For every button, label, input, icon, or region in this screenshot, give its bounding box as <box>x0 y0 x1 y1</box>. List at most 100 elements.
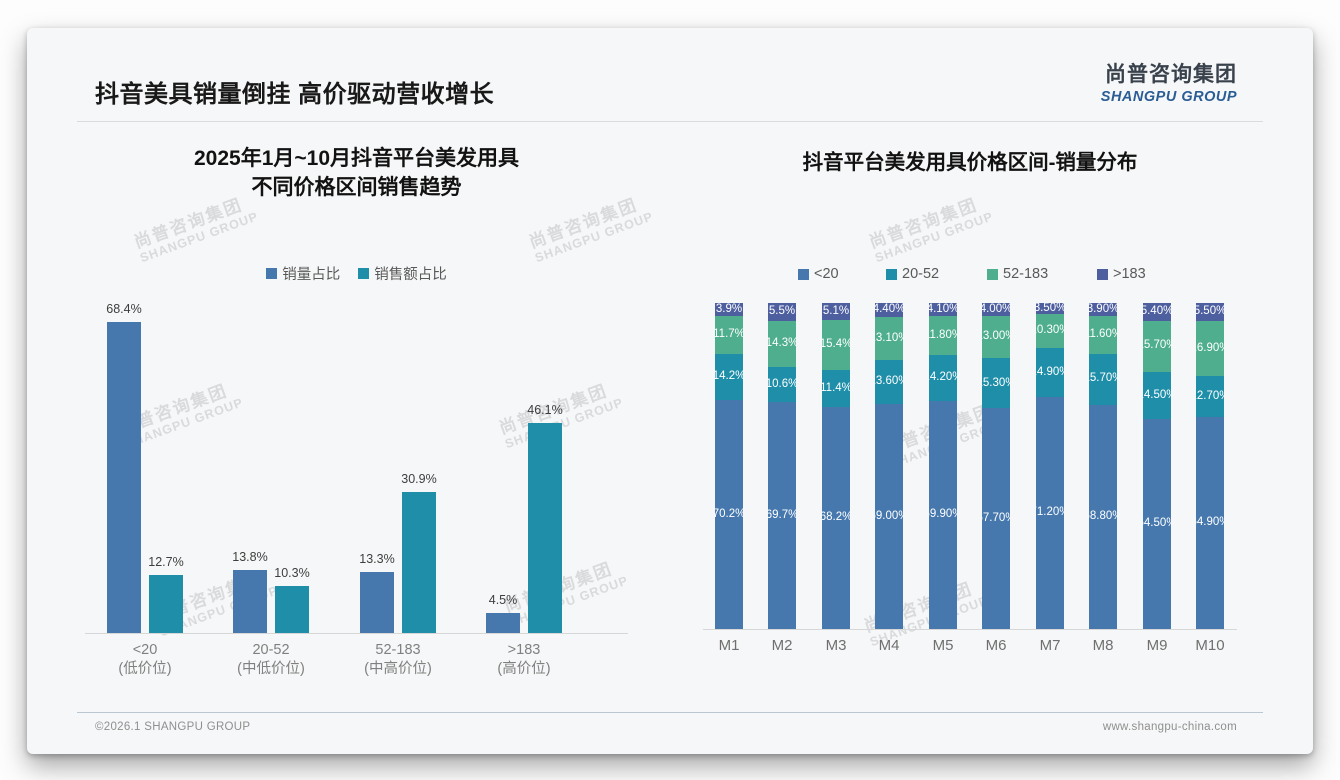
month-label-M4: M4 <box>878 637 900 654</box>
segment-value-label: 15.4% <box>822 337 850 350</box>
category-label-range: <20 <box>132 642 158 658</box>
segment-<20-M7: 71.20% <box>1036 396 1064 629</box>
segment-value-label: 64.50% <box>1143 517 1171 530</box>
segment->183-M7: 3.50% <box>1036 303 1064 315</box>
segment->183-M10: 5.50% <box>1196 303 1224 321</box>
month-label-M9: M9 <box>1146 637 1168 654</box>
segment-<20-M3: 68.2% <box>822 406 850 629</box>
bar-销量占比->183 <box>486 613 520 633</box>
segment-52-183-M4: 13.10% <box>875 317 903 360</box>
segment->183-M5: 4.10% <box>929 303 957 317</box>
segment-value-label: 5.40% <box>1143 305 1171 318</box>
legend-swatch-icon <box>798 268 809 280</box>
segment-value-label: 3.90% <box>1089 303 1117 315</box>
segment-20-52-M6: 15.30% <box>982 358 1010 409</box>
stacked-bar-plot: 70.2% 14.2% 11.7% 3.9% M1 69.7% 10.6% 14.3% 5.5%… <box>703 303 1237 654</box>
legend-item-销量占比: 销量占比 <box>266 263 340 284</box>
segment-<20-M5: 69.90% <box>929 401 957 629</box>
segment-value-label: 67.70% <box>982 511 1010 524</box>
segment-value-label: 14.50% <box>1143 388 1171 401</box>
segment-value-label: 5.50% <box>1196 305 1224 318</box>
segment-20-52-M8: 15.70% <box>1089 353 1117 405</box>
segment-value-label: 13.10% <box>875 331 903 344</box>
segment->183-M6: 4.00% <box>982 303 1010 317</box>
legend-swatch-icon <box>266 268 278 279</box>
page-title: 抖音美具销量倒挂 高价驱动营收增长 <box>95 81 495 108</box>
month-label-M6: M6 <box>985 637 1007 654</box>
footer-copyright: ©2026.1 SHANGPU GROUP <box>95 721 251 733</box>
segment-<20-M1: 70.2% <box>715 400 743 629</box>
month-label-M2: M2 <box>771 637 793 654</box>
segment-value-label: 14.2% <box>715 370 743 383</box>
month-label-M3: M3 <box>825 637 847 654</box>
legend-swatch-icon <box>1097 268 1108 280</box>
segment-value-label: 5.5% <box>768 305 796 318</box>
segment-20-52-M2: 10.6% <box>768 367 796 402</box>
segment-52-183-M10: 16.90% <box>1196 320 1224 377</box>
month-label-M7: M7 <box>1039 637 1061 654</box>
segment-20-52-M5: 14.20% <box>929 354 957 402</box>
segment->183-M1: 3.9% <box>715 303 743 316</box>
legend-swatch-icon <box>358 268 370 279</box>
segment-value-label: 11.80% <box>929 328 957 341</box>
right-chart-legend: <20 20-52 52-183 >183 <box>703 266 1237 282</box>
segment-value-label: 68.2% <box>822 511 850 524</box>
segment-value-label: 68.80% <box>1089 510 1117 523</box>
legend-label: 20-52 <box>902 266 940 282</box>
category-label-tier: (中高价位) <box>364 661 432 677</box>
footer-divider <box>77 712 1263 713</box>
category-label-<20: <20 (低价位) <box>75 641 215 679</box>
category-label-range: 52-183 <box>375 642 421 658</box>
bar-value-label: 13.8% <box>232 550 268 564</box>
bar-销售额占比-<20 <box>149 575 183 633</box>
segment-<20-M10: 64.90% <box>1196 417 1224 629</box>
left-chart-title-line2: 不同价格区间销售趋势 <box>251 176 462 199</box>
segment-value-label: 14.20% <box>929 371 957 384</box>
bar-销量占比-52-183 <box>360 572 394 633</box>
segment-value-label: 16.90% <box>1196 341 1224 354</box>
segment-value-label: 69.7% <box>768 508 796 521</box>
segment-<20-M2: 69.7% <box>768 402 796 629</box>
footer-website: www.shangpu-china.com <box>1102 721 1237 733</box>
watermark-text-en: SHANGPU GROUP <box>873 209 996 266</box>
month-label-M10: M10 <box>1195 637 1225 654</box>
segment-value-label: 13.60% <box>875 375 903 388</box>
legend-swatch-icon <box>987 268 998 280</box>
segment-52-183-M7: 10.30% <box>1036 314 1064 349</box>
segment-value-label: 15.30% <box>982 376 1010 389</box>
bar-销售额占比->183 <box>528 423 562 633</box>
legend-item-20-52: 20-52 <box>886 266 939 282</box>
month-label-M5: M5 <box>932 637 954 654</box>
left-chart-title-line1: 2025年1月~10月抖音平台美发用具 <box>193 147 520 170</box>
watermark-text-cn: 尚普咨询集团 <box>866 195 981 253</box>
segment-value-label: 69.90% <box>929 508 957 521</box>
legend-item-销售额占比: 销售额占比 <box>358 263 447 284</box>
segment->183-M3: 5.1% <box>822 303 850 320</box>
segment-value-label: 3.50% <box>1036 303 1064 314</box>
segment-value-label: 71.20% <box>1036 506 1064 519</box>
segment-value-label: 70.2% <box>715 507 743 520</box>
segment-value-label: 3.9% <box>715 303 743 315</box>
category-label-range: 20-52 <box>252 642 290 658</box>
segment-value-label: 11.4% <box>822 381 850 394</box>
segment->183-M4: 4.40% <box>875 303 903 318</box>
company-logo: 尚普咨询集团 SHANGPU GROUP <box>1101 58 1237 105</box>
watermark-text-en: SHANGPU GROUP <box>533 209 656 266</box>
segment-value-label: 15.70% <box>1089 372 1117 385</box>
bar-销售额占比-20-52 <box>275 586 309 633</box>
segment->183-M2: 5.5% <box>768 303 796 321</box>
segment-52-183-M2: 14.3% <box>768 320 796 368</box>
segment-52-183-M3: 15.4% <box>822 319 850 370</box>
category-label-tier: (低价位) <box>118 661 172 677</box>
segment-value-label: 14.90% <box>1036 365 1064 378</box>
segment-20-52-M1: 14.2% <box>715 353 743 401</box>
segment-<20-M9: 64.50% <box>1143 418 1171 629</box>
month-label-M1: M1 <box>718 637 740 654</box>
watermark-text-en: SHANGPU GROUP <box>138 209 261 266</box>
category-label->183: >183 (高价位) <box>454 641 594 679</box>
segment-20-52-M3: 11.4% <box>822 369 850 407</box>
segment-<20-M4: 69.00% <box>875 404 903 629</box>
segment-20-52-M9: 14.50% <box>1143 371 1171 419</box>
logo-text-en: SHANGPU GROUP <box>1100 89 1237 105</box>
segment-20-52-M10: 12.70% <box>1196 376 1224 418</box>
